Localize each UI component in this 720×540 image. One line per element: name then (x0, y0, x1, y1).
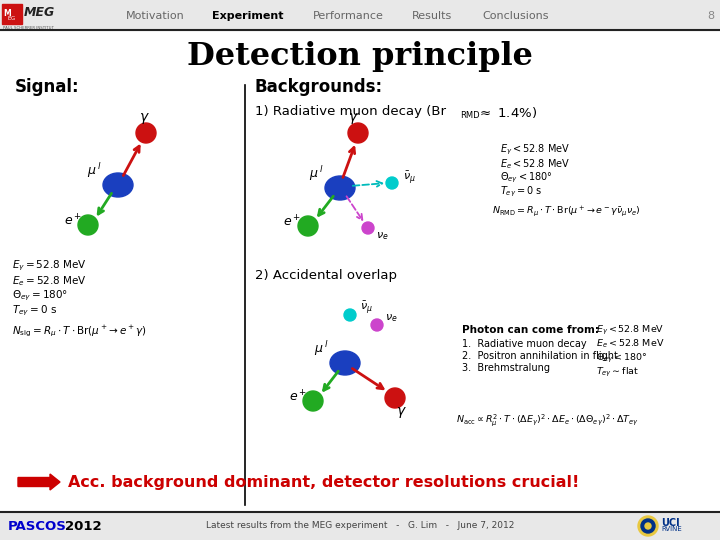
Text: Photon can come from:: Photon can come from: (462, 325, 599, 335)
Text: PAUL SCHERRER INSTITUT: PAUL SCHERRER INSTITUT (3, 26, 54, 30)
Text: $E_e < 52.8\ \mathrm{MeV}$: $E_e < 52.8\ \mathrm{MeV}$ (500, 157, 570, 171)
Text: Acc. background dominant, detector resolutions crucial!: Acc. background dominant, detector resol… (68, 475, 580, 489)
Text: $N_{\rm RMD} = R_\mu \cdot T \cdot {\rm Br}(\mu^+\!\to e^-\gamma\bar\nu_\mu\nu_e: $N_{\rm RMD} = R_\mu \cdot T \cdot {\rm … (492, 205, 641, 219)
Text: $e^+$: $e^+$ (289, 389, 307, 404)
Text: Motivation: Motivation (125, 11, 184, 21)
Text: Backgrounds:: Backgrounds: (255, 78, 383, 96)
Text: Signal:: Signal: (15, 78, 80, 96)
Text: $\nu_e$: $\nu_e$ (376, 230, 389, 242)
Text: $T_{e\gamma} = 0\ \mathrm{s}$: $T_{e\gamma} = 0\ \mathrm{s}$ (500, 185, 542, 199)
Text: $\mu^{\,l}$: $\mu^{\,l}$ (314, 340, 328, 359)
Text: $\gamma$: $\gamma$ (395, 404, 406, 420)
Text: 3.  Brehmstralung: 3. Brehmstralung (462, 363, 550, 373)
Text: $\nu_e$: $\nu_e$ (385, 312, 397, 324)
Text: MEG: MEG (24, 6, 55, 19)
Text: $E_e < 52.8\ \mathrm{MeV}$: $E_e < 52.8\ \mathrm{MeV}$ (596, 338, 665, 350)
Circle shape (344, 309, 356, 321)
Text: $e^+$: $e^+$ (283, 214, 301, 230)
FancyArrow shape (18, 474, 60, 490)
Text: RMD: RMD (460, 111, 480, 120)
Circle shape (385, 388, 405, 408)
Circle shape (371, 319, 383, 331)
Text: E: E (7, 17, 11, 22)
Text: UCI: UCI (661, 518, 680, 528)
Text: $e^+$: $e^+$ (64, 213, 82, 228)
Text: $\bar{\nu}_\mu$: $\bar{\nu}_\mu$ (360, 300, 373, 316)
Text: $\Theta_{e\gamma} = 180°$: $\Theta_{e\gamma} = 180°$ (12, 289, 68, 303)
Text: Detection principle: Detection principle (187, 42, 533, 72)
Text: Latest results from the MEG experiment   -   G. Lim   -   June 7, 2012: Latest results from the MEG experiment -… (206, 522, 514, 530)
Text: $\Theta_{e\gamma} < 180°$: $\Theta_{e\gamma} < 180°$ (500, 171, 553, 185)
Text: $T_{e\gamma} \sim \mathrm{flat}$: $T_{e\gamma} \sim \mathrm{flat}$ (596, 366, 639, 379)
Text: $N_{\rm sig} = R_\mu \cdot T \cdot {\rm Br}(\mu^+\!\to e^+\gamma)$: $N_{\rm sig} = R_\mu \cdot T \cdot {\rm … (12, 323, 146, 339)
Text: PASCOS: PASCOS (8, 519, 67, 532)
Text: $\gamma$: $\gamma$ (138, 111, 150, 126)
Circle shape (303, 391, 323, 411)
Text: M: M (3, 10, 11, 18)
Circle shape (386, 177, 398, 189)
Circle shape (136, 123, 156, 143)
Circle shape (298, 216, 318, 236)
Circle shape (348, 123, 368, 143)
Text: $E_\gamma = 52.8\ \mathrm{MeV}$: $E_\gamma = 52.8\ \mathrm{MeV}$ (12, 259, 86, 273)
Text: $\gamma$: $\gamma$ (348, 111, 359, 126)
Text: G: G (11, 17, 15, 22)
Circle shape (638, 516, 658, 536)
Text: 2012: 2012 (65, 519, 102, 532)
Text: 2.  Positron annihilation in flight: 2. Positron annihilation in flight (462, 351, 618, 361)
Text: $E_\gamma < 52.8\ \mathrm{MeV}$: $E_\gamma < 52.8\ \mathrm{MeV}$ (500, 143, 570, 157)
Text: 1.  Radiative muon decay: 1. Radiative muon decay (462, 339, 587, 349)
Text: $E_e = 52.8\ \mathrm{MeV}$: $E_e = 52.8\ \mathrm{MeV}$ (12, 274, 86, 288)
Ellipse shape (103, 173, 133, 197)
Text: $\mu^{\,l}$: $\mu^{\,l}$ (309, 165, 323, 184)
Text: $\mu^{\,l}$: $\mu^{\,l}$ (86, 161, 102, 180)
Text: $N_{\rm acc} \propto R_\mu^2 \cdot T \cdot (\Delta E_\gamma)^2 \cdot \Delta E_e : $N_{\rm acc} \propto R_\mu^2 \cdot T \cd… (456, 412, 639, 428)
Text: RVINE: RVINE (661, 526, 682, 532)
Text: $T_{e\gamma} = 0\ \mathrm{s}$: $T_{e\gamma} = 0\ \mathrm{s}$ (12, 304, 57, 318)
Text: 8: 8 (707, 11, 714, 21)
Text: Experiment: Experiment (212, 11, 284, 21)
Text: 2) Accidental overlap: 2) Accidental overlap (255, 269, 397, 282)
Text: $\bar{\nu}_\mu$: $\bar{\nu}_\mu$ (403, 170, 416, 186)
Circle shape (641, 519, 655, 533)
Circle shape (78, 215, 98, 235)
Text: Performance: Performance (312, 11, 384, 21)
Text: $\approx$ 1.4%): $\approx$ 1.4%) (477, 105, 537, 119)
Circle shape (645, 523, 651, 529)
Text: Conclusions: Conclusions (482, 11, 549, 21)
Circle shape (362, 222, 374, 234)
Text: 1) Radiative muon decay (Br: 1) Radiative muon decay (Br (255, 105, 446, 118)
Text: $\Theta_{e\gamma} < 180°$: $\Theta_{e\gamma} < 180°$ (596, 352, 647, 365)
Bar (2, 4, 22, 24)
Text: $E_\gamma < 52.8\ \mathrm{MeV}$: $E_\gamma < 52.8\ \mathrm{MeV}$ (596, 323, 665, 336)
Text: Results: Results (412, 11, 452, 21)
Ellipse shape (330, 351, 360, 375)
Ellipse shape (325, 176, 355, 200)
